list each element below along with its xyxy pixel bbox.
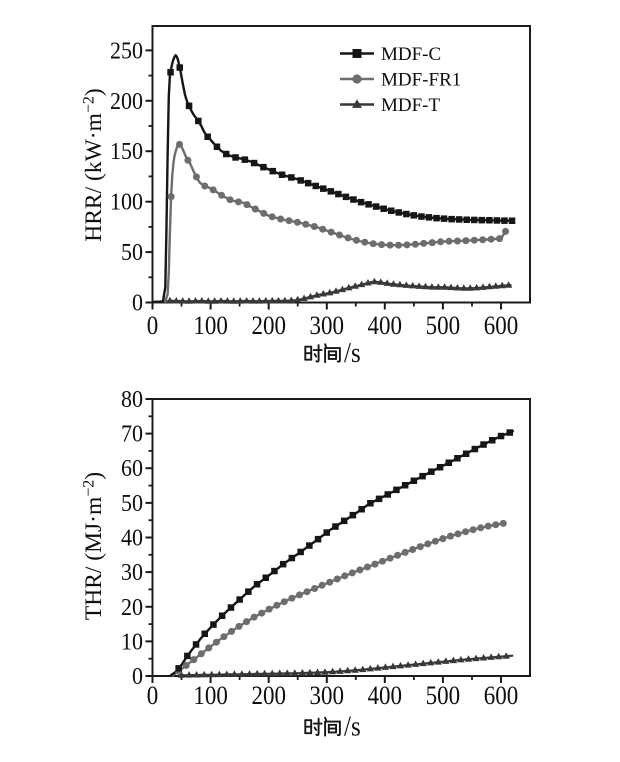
svg-text:200: 200 bbox=[110, 88, 143, 114]
svg-text:60: 60 bbox=[121, 455, 143, 481]
svg-text:100: 100 bbox=[193, 682, 227, 711]
svg-text:400: 400 bbox=[368, 682, 402, 711]
svg-text:0: 0 bbox=[132, 663, 143, 689]
svg-text:10: 10 bbox=[121, 629, 143, 655]
svg-text:40: 40 bbox=[121, 525, 143, 551]
svg-text:MDF-T: MDF-T bbox=[381, 95, 441, 116]
svg-text:70: 70 bbox=[121, 421, 143, 447]
svg-text:100: 100 bbox=[193, 312, 227, 341]
svg-text:0: 0 bbox=[132, 290, 143, 316]
svg-text:300: 300 bbox=[310, 682, 344, 711]
svg-text:200: 200 bbox=[251, 682, 285, 711]
svg-text:/s: /s bbox=[344, 337, 361, 369]
svg-text:50: 50 bbox=[121, 490, 143, 516]
svg-text:150: 150 bbox=[110, 138, 143, 164]
svg-text:250: 250 bbox=[110, 38, 143, 64]
svg-text:100: 100 bbox=[110, 189, 143, 215]
svg-text:/s: /s bbox=[344, 710, 361, 742]
svg-text:500: 500 bbox=[426, 312, 460, 341]
svg-text:600: 600 bbox=[484, 312, 518, 341]
svg-text:0: 0 bbox=[147, 312, 158, 341]
svg-text:MDF-FR1: MDF-FR1 bbox=[381, 69, 461, 90]
svg-text:600: 600 bbox=[484, 682, 518, 711]
svg-text:400: 400 bbox=[368, 312, 402, 341]
svg-text:30: 30 bbox=[121, 559, 143, 585]
svg-text:200: 200 bbox=[251, 312, 285, 341]
svg-text:50: 50 bbox=[121, 239, 143, 265]
svg-text:0: 0 bbox=[147, 682, 158, 711]
svg-text:20: 20 bbox=[121, 594, 143, 620]
svg-text:HRR/ (kW·m−2): HRR/ (kW·m−2) bbox=[81, 88, 108, 241]
svg-text:500: 500 bbox=[426, 682, 460, 711]
svg-text:300: 300 bbox=[310, 312, 344, 341]
svg-text:80: 80 bbox=[121, 386, 143, 412]
svg-text:MDF-C: MDF-C bbox=[381, 44, 441, 65]
